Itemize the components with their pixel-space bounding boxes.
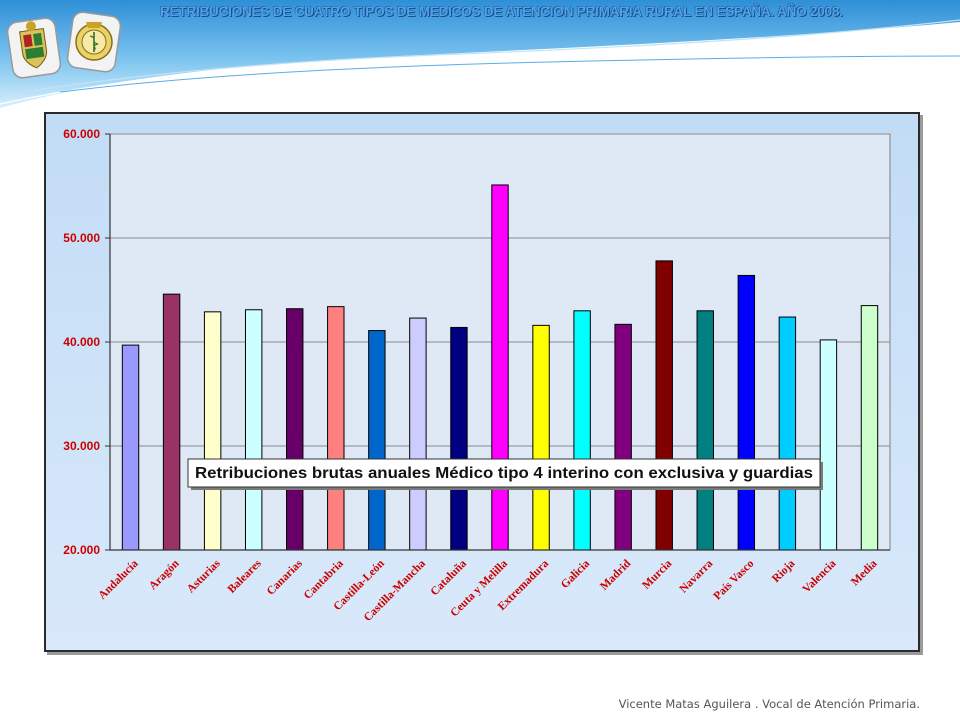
x-tick-label: Murcia — [640, 557, 674, 591]
bar — [121, 344, 140, 551]
y-tick-label: 40.000 — [63, 335, 100, 349]
bar — [696, 310, 714, 551]
bar — [778, 316, 797, 551]
x-tick-label: Galicia — [559, 557, 593, 591]
bar — [819, 339, 838, 551]
footer-credit: Vicente Matas Aguilera . Vocal de Atenci… — [618, 697, 920, 711]
x-tick-label: Asturias — [185, 557, 223, 595]
y-tick-label: 20.000 — [63, 543, 100, 557]
annotation-box — [187, 458, 821, 488]
y-tick-label: 50.000 — [63, 231, 100, 245]
x-tick-label: Madrid — [598, 557, 634, 593]
x-tick-label: Media — [849, 557, 880, 588]
bar — [737, 274, 756, 551]
chart-annotation: Retribuciones brutas anuales Médico tipo… — [195, 465, 813, 482]
bar — [655, 260, 673, 551]
bar — [327, 306, 345, 551]
bar — [491, 184, 509, 551]
bar — [244, 309, 263, 551]
medical-college-emblem — [66, 11, 122, 73]
slide-title: RETRIBUCIONES DE CUATRO TIPOS DE MEDICOS… — [160, 4, 843, 19]
y-tick-label: 60.000 — [63, 127, 100, 141]
x-tick-label: Andalucía — [96, 557, 140, 601]
y-tick-label: 30.000 — [63, 439, 100, 453]
bar — [409, 317, 427, 551]
x-tick-label: Navarra — [678, 557, 716, 595]
x-tick-label: País Vasco — [712, 557, 757, 602]
x-tick-label: Valencia — [801, 557, 839, 595]
header-band — [0, 0, 960, 108]
bar — [368, 330, 386, 551]
x-tick-label: Cantabria — [302, 557, 346, 601]
bar — [286, 308, 304, 551]
bar — [450, 326, 468, 551]
x-tick-label: Rioja — [770, 557, 798, 585]
bar — [203, 311, 222, 551]
bar — [614, 323, 632, 551]
x-tick-label: Aragón — [147, 557, 182, 592]
bar — [860, 305, 879, 551]
bar — [532, 324, 550, 551]
bar — [162, 293, 181, 551]
bar — [573, 310, 591, 551]
x-tick-label: Canarias — [265, 557, 305, 597]
coat-of-arms-emblem — [6, 17, 62, 79]
x-tick-label: Baleares — [226, 557, 265, 596]
x-tick-label: Cataluña — [428, 557, 469, 598]
